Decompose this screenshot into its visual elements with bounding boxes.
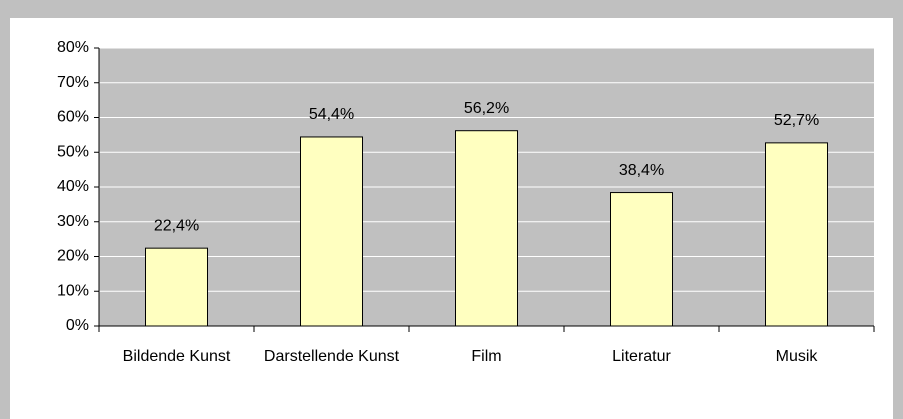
y-tick-label: 60%: [57, 109, 89, 126]
x-tick-label: Darstellende Kunst: [263, 348, 400, 365]
x-tick-label: Film: [471, 348, 502, 365]
bar: [455, 130, 518, 327]
y-tick-label: 40%: [57, 178, 89, 195]
y-tick-label: 20%: [57, 248, 89, 265]
bar: [765, 142, 828, 327]
data-label: 56,2%: [464, 100, 509, 117]
y-tick-label: 0%: [66, 317, 89, 334]
bar: [610, 192, 673, 327]
bar: [145, 247, 208, 327]
x-tick-label: Musik: [775, 348, 818, 365]
bar: [300, 136, 363, 327]
data-label: 52,7%: [774, 112, 819, 129]
y-tick-label: 50%: [57, 143, 89, 160]
x-tick-label: Bildende Kunst: [122, 348, 231, 365]
y-tick-label: 10%: [57, 282, 89, 299]
x-tick-label: Literatur: [612, 348, 671, 365]
y-tick-label: 70%: [57, 74, 89, 91]
data-label: 38,4%: [619, 162, 664, 179]
y-tick-label: 30%: [57, 213, 89, 230]
data-label: 54,4%: [309, 106, 354, 123]
y-tick-label: 80%: [57, 39, 89, 56]
data-label: 22,4%: [154, 217, 199, 234]
